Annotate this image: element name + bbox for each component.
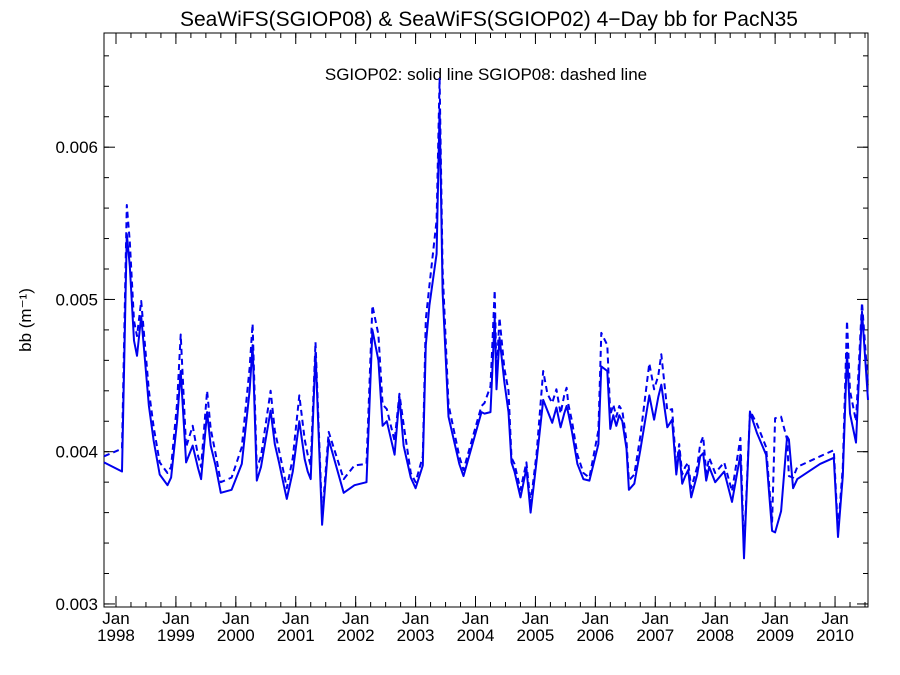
y-tick-label: 0.003: [55, 595, 98, 614]
series-line-sgiop02: [103, 108, 869, 560]
x-tick-month-label: Jan: [162, 609, 189, 628]
series-line-sgiop08: [103, 77, 869, 552]
x-tick-month-label: Jan: [701, 609, 728, 628]
x-tick-month-label: Jan: [821, 609, 848, 628]
x-tick-year-label: 2004: [457, 626, 495, 645]
x-tick-year-label: 2007: [636, 626, 674, 645]
plot-frame: [103, 32, 869, 608]
x-tick-month-label: Jan: [222, 609, 249, 628]
x-tick-year-label: 1999: [157, 626, 195, 645]
legend-annotation: SGIOP02: solid line SGIOP08: dashed line: [325, 65, 647, 84]
x-tick-month-label: Jan: [402, 609, 429, 628]
y-axis-ticks: 0.003 0.004 0.005 0.006: [55, 55, 868, 614]
x-tick-month-label: Jan: [582, 609, 609, 628]
x-tick-month-label: Jan: [522, 609, 549, 628]
data-series: [103, 77, 869, 560]
x-tick-month-label: Jan: [642, 609, 669, 628]
y-tick-label: 0.005: [55, 290, 98, 309]
x-tick-year-label: 2003: [397, 626, 435, 645]
x-tick-month-label: Jan: [342, 609, 369, 628]
x-tick-year-label: 2009: [756, 626, 794, 645]
x-tick-month-label: Jan: [282, 609, 309, 628]
y-tick-label: 0.004: [55, 443, 98, 462]
x-tick-year-label: 2001: [277, 626, 315, 645]
y-axis-label: bb (m⁻¹): [16, 288, 35, 352]
x-tick-year-label: 2002: [337, 626, 375, 645]
x-tick-month-label: Jan: [102, 609, 129, 628]
x-tick-year-label: 2010: [816, 626, 854, 645]
x-tick-year-label: 1998: [97, 626, 135, 645]
y-tick-label: 0.006: [55, 138, 98, 157]
x-tick-year-label: 2008: [696, 626, 734, 645]
x-tick-year-label: 2005: [517, 626, 555, 645]
x-axis-ticks: Jan1998Jan1999Jan2000Jan2001Jan2002Jan20…: [97, 33, 866, 645]
x-tick-month-label: Jan: [462, 609, 489, 628]
x-tick-month-label: Jan: [761, 609, 788, 628]
chart-title: SeaWiFS(SGIOP08) & SeaWiFS(SGIOP02) 4−Da…: [180, 8, 798, 31]
x-tick-year-label: 2006: [576, 626, 614, 645]
x-tick-year-label: 2000: [217, 626, 255, 645]
